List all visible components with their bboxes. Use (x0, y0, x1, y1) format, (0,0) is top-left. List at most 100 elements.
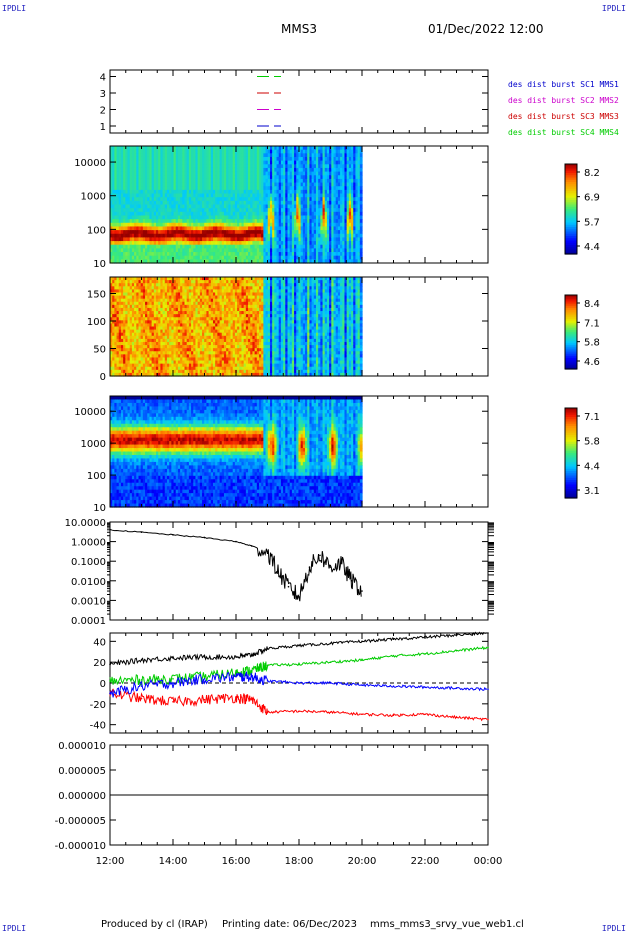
y-tick-label: -40 (90, 721, 106, 732)
bfield-data-point (424, 713, 426, 716)
bfield-data-point (266, 647, 269, 650)
bfield-data-point (424, 636, 426, 638)
bfield-data-point (361, 659, 363, 661)
des-energy-colorbar (564, 163, 578, 255)
colorbar-tick-label: 6.9 (584, 193, 600, 204)
y-tick-label: 1.0000 (71, 538, 106, 549)
bfield-data-point (266, 711, 269, 713)
legend-availability-3: des dist burst SC3 MMS3 (508, 112, 619, 121)
footer-printing-date: Printing date: 06/Dec/2023 (222, 919, 358, 930)
legend-availability-1: des dist burst SC1 MMS1 (508, 80, 619, 89)
y-tick-label: 3 (100, 89, 106, 100)
bfield-data-point (235, 656, 237, 658)
bfield-data-point (298, 710, 300, 712)
colorbar-tick-label: 4.4 (584, 461, 600, 472)
bfield-data-point (203, 675, 206, 678)
x-tick-label: 00:00 (474, 856, 503, 867)
y-tick-label: 40 (93, 637, 106, 648)
bfield-data-point (298, 663, 300, 666)
legend-availability-2: des dist burst SC2 MMS2 (508, 96, 619, 105)
y-tick-label: 150 (87, 290, 106, 301)
bfield-data-point (172, 678, 174, 680)
bfield-data-point (361, 713, 363, 716)
x-tick-label: 18:00 (285, 856, 314, 867)
bfield-data-point (392, 638, 395, 641)
density-data-point (308, 566, 311, 568)
density-data-point (250, 545, 253, 547)
bfield-data-point (455, 716, 458, 719)
bfield-data-point (235, 696, 237, 699)
x-tick-label: 20:00 (348, 856, 377, 867)
y-tick-label: 0.0100 (71, 577, 106, 588)
y-tick-label: 1000 (81, 439, 106, 450)
density-data-point (277, 570, 279, 573)
bfield-data-point (361, 684, 363, 686)
y-tick-label: 0.000010 (58, 741, 106, 752)
x-tick-label: 12:00 (96, 856, 125, 867)
colorbar-tick-label: 7.1 (584, 412, 600, 423)
bfield-data-point (203, 656, 206, 658)
bfield-data-point (487, 632, 489, 634)
bfield-data-point (298, 644, 300, 647)
bfield-data-point (329, 711, 332, 713)
dis-energy-spectrogram (110, 396, 363, 508)
bfield-data-point (266, 680, 269, 682)
bfield-data-point (109, 692, 111, 695)
colorbar-tick-label: 8.4 (584, 299, 600, 310)
bfield-data-point (140, 659, 143, 661)
colorbar-tick-label: 5.8 (584, 338, 600, 349)
bfield-data-point (392, 714, 395, 717)
bfield-data-point (235, 671, 237, 674)
y-tick-label: 10000 (74, 407, 106, 418)
bfield-data-point (487, 718, 489, 721)
colorbar-tick-label: 8.2 (584, 168, 600, 179)
bfield-data-point (455, 687, 458, 690)
bfield-data-point (487, 688, 489, 691)
y-tick-label: 0.000000 (58, 791, 106, 802)
bfield-series-line (109, 671, 488, 698)
density-data-point (235, 540, 237, 543)
y-tick-label: 0.0010 (71, 596, 106, 607)
bfield-series-line (109, 631, 488, 666)
bfield-data-point (140, 679, 143, 681)
bfield-data-point (172, 700, 174, 703)
y-tick-label: 2 (100, 106, 106, 117)
availability-panel-frame (109, 69, 489, 134)
bfield-data-point (455, 634, 458, 636)
colorbar-tick-label: 7.1 (584, 318, 600, 329)
y-tick-label: 10 (93, 259, 106, 270)
y-tick-label: 10000 (74, 158, 106, 169)
bfield-data-point (361, 640, 363, 643)
legend-availability-4: des dist burst SC4 MMS4 (508, 128, 619, 137)
density-data-point (319, 554, 321, 557)
des-energy-spectrogram (110, 146, 363, 264)
y-tick-label: 0.1000 (71, 557, 106, 568)
dis-energy-colorbar (564, 407, 578, 499)
bfield-data-point (298, 682, 300, 684)
corner-label-top-right: IPDLI (601, 4, 626, 13)
y-tick-label: 0.000005 (58, 766, 106, 777)
y-tick-label: 0 (100, 372, 106, 383)
bfield-data-point (172, 682, 174, 684)
colorbar-tick-label: 3.1 (584, 486, 600, 497)
bfield-data-point (392, 685, 395, 687)
density-data-point (140, 531, 143, 534)
des-pitch-colorbar (564, 294, 578, 370)
y-tick-label: -0.000005 (55, 816, 106, 827)
bfield-data-point (250, 669, 253, 672)
density-data-point (287, 585, 290, 588)
bfield-data-point (487, 646, 489, 649)
density-panel-frame (109, 521, 489, 621)
x-tick-label: 22:00 (411, 856, 440, 867)
density-data-point (361, 590, 363, 592)
colorbar-tick-label: 4.6 (584, 357, 600, 368)
y-tick-label: 10 (93, 503, 106, 514)
y-tick-label: 0.0001 (71, 616, 106, 627)
x-tick-label: 14:00 (159, 856, 188, 867)
bfield-data-point (109, 663, 111, 666)
bfield-data-point (266, 664, 269, 667)
bfield-data-point (109, 680, 111, 682)
bfield-data-point (172, 657, 174, 659)
bfield-data-point (329, 661, 332, 663)
bfield-data-point (140, 697, 143, 700)
